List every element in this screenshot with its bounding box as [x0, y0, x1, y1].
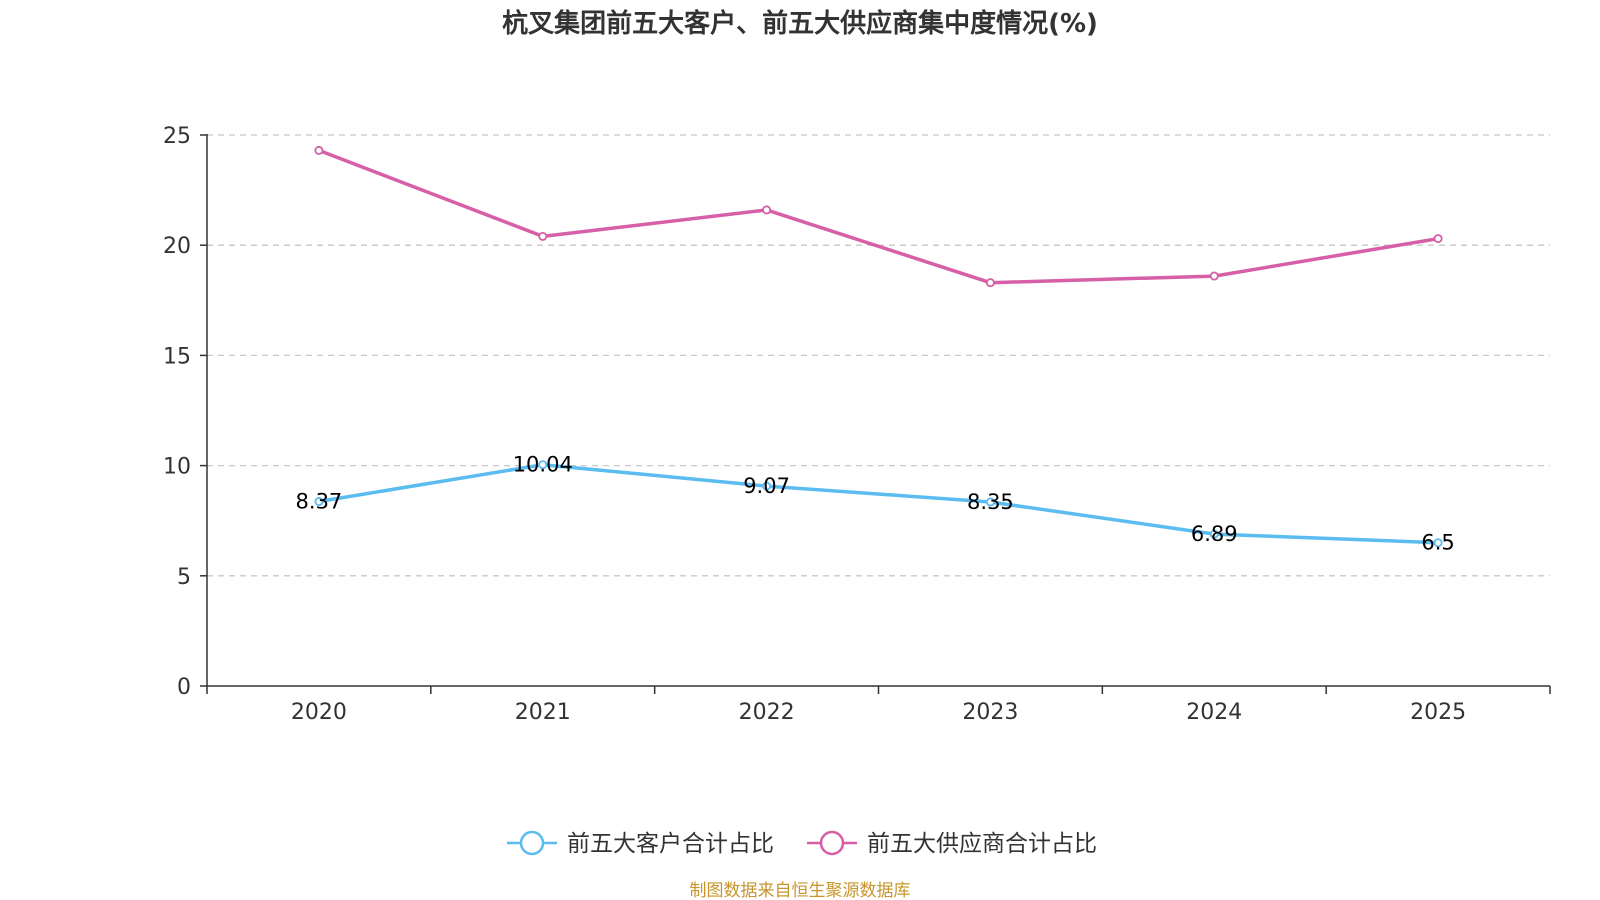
- y-tick-label: 25: [163, 124, 191, 149]
- legend-item-0[interactable]: 前五大客户合计占比: [507, 830, 774, 857]
- x-tick-label: 2021: [515, 700, 571, 725]
- grid-lines: [207, 134, 1550, 577]
- chart-title: 杭叉集团前五大客户、前五大供应商集中度情况(%): [502, 8, 1098, 39]
- series-lines: [314, 145, 1443, 548]
- y-tick-label: 0: [177, 675, 191, 700]
- legend-marker-icon: [519, 830, 545, 856]
- y-tick-label: 20: [163, 234, 191, 259]
- series-1-point: [985, 278, 995, 288]
- x-tick-label: 2024: [1186, 700, 1242, 725]
- data-labels: 8.37 10.04 9.07 8.35 6.89 6.5: [296, 453, 1455, 555]
- y-tick-label: 5: [177, 565, 191, 590]
- x-tick-label: 2025: [1410, 700, 1466, 725]
- data-label: 6.5: [1421, 531, 1454, 555]
- x-tick-label: 2020: [291, 700, 347, 725]
- data-label: 8.35: [967, 490, 1014, 514]
- legend-item-1[interactable]: 前五大供应商合计占比: [807, 830, 1097, 857]
- source-note: 制图数据来自恒生聚源数据库: [690, 881, 911, 900]
- series-line-1: [317, 148, 1440, 285]
- series-0-point: [1209, 529, 1219, 539]
- series-0-point: [762, 481, 772, 491]
- legend-marker-icon: [819, 830, 845, 856]
- data-label: 6.89: [1191, 522, 1238, 546]
- series-1-point: [1209, 271, 1219, 281]
- data-label: 8.37: [296, 490, 343, 514]
- series-1-point: [314, 145, 324, 155]
- series-0-point: [985, 497, 995, 507]
- legend-label: 前五大客户合计占比: [567, 831, 774, 857]
- y-tick-label: 15: [163, 344, 191, 369]
- legend-label: 前五大供应商合计占比: [867, 831, 1097, 857]
- x-tick-label: 2022: [739, 700, 795, 725]
- series-0-point: [1433, 538, 1443, 548]
- series-line-0: [317, 462, 1440, 545]
- data-label: 9.07: [743, 474, 790, 498]
- data-label: 10.04: [513, 453, 573, 477]
- series-1-point: [538, 231, 548, 241]
- legend[interactable]: 前五大客户合计占比 前五大供应商合计占比: [507, 830, 1097, 857]
- series-0-point: [314, 497, 324, 507]
- x-tick-label: 2023: [962, 700, 1018, 725]
- y-tick-label: 10: [163, 455, 191, 480]
- series-1-point: [762, 205, 772, 215]
- series-1-point: [1433, 234, 1443, 244]
- series-0-point: [538, 460, 548, 470]
